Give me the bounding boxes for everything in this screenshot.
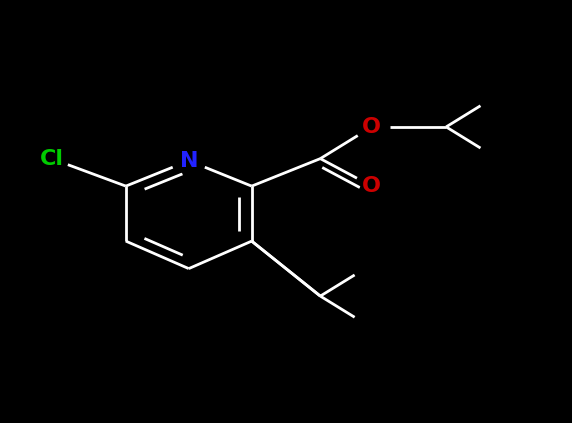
Text: O: O bbox=[362, 176, 382, 196]
Text: N: N bbox=[180, 151, 198, 171]
Text: O: O bbox=[362, 117, 382, 137]
Text: Cl: Cl bbox=[39, 148, 63, 169]
